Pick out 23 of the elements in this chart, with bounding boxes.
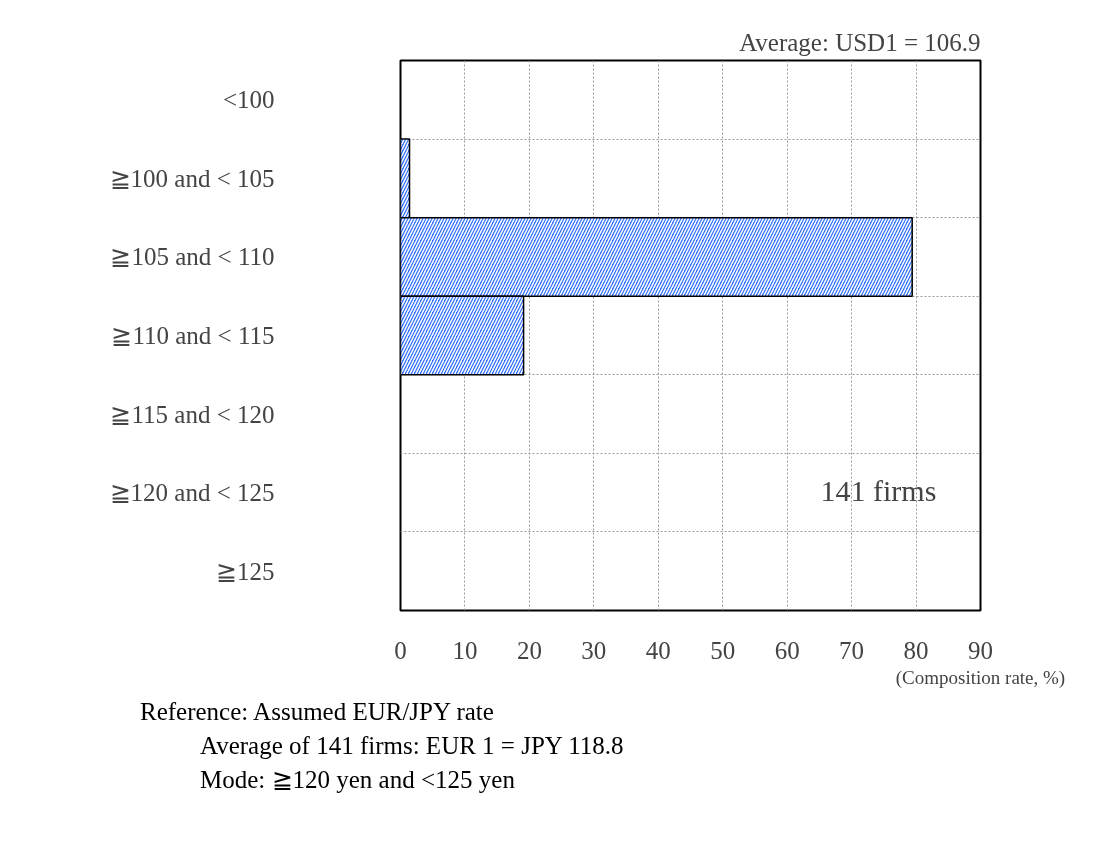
y-tick-label: ≧100 and < 105 xyxy=(109,164,275,192)
y-tick-label: ≧105 and < 110 xyxy=(110,243,275,271)
x-tick-label: 50 xyxy=(710,636,736,664)
x-tick-label: 70 xyxy=(839,636,865,664)
x-tick-label: 90 xyxy=(968,636,993,664)
x-tick-label: 80 xyxy=(903,636,929,664)
x-tick-label: 60 xyxy=(774,636,800,664)
text: Mode: ≧120 yen and <125 yen xyxy=(199,765,516,795)
x-axis-title: (Composition rate, %) xyxy=(895,666,1066,689)
x-tick-label: 0 xyxy=(394,636,407,664)
x-tick-label: 10 xyxy=(452,636,478,664)
y-tick-label: ≧120 and < 125 xyxy=(109,479,275,507)
y-tick-label: <100 xyxy=(222,86,275,114)
x-tick-label: 30 xyxy=(581,636,607,664)
text: Reference: Assumed EUR/JPY rate xyxy=(140,697,495,727)
chart-title: Average: USD1 = 106.9 xyxy=(739,28,981,56)
y-tick-label: ≧110 and < 115 xyxy=(111,322,275,349)
text: Average of 141 firms: EUR 1 = JPY 118.8 xyxy=(199,731,624,761)
x-tick-label: 40 xyxy=(645,636,671,664)
y-tick-label: ≧115 and < 120 xyxy=(110,400,275,428)
x-tick-label: 20 xyxy=(516,636,542,664)
annotation: 141 firms xyxy=(820,474,937,507)
y-tick-label: ≧125 xyxy=(216,557,275,585)
